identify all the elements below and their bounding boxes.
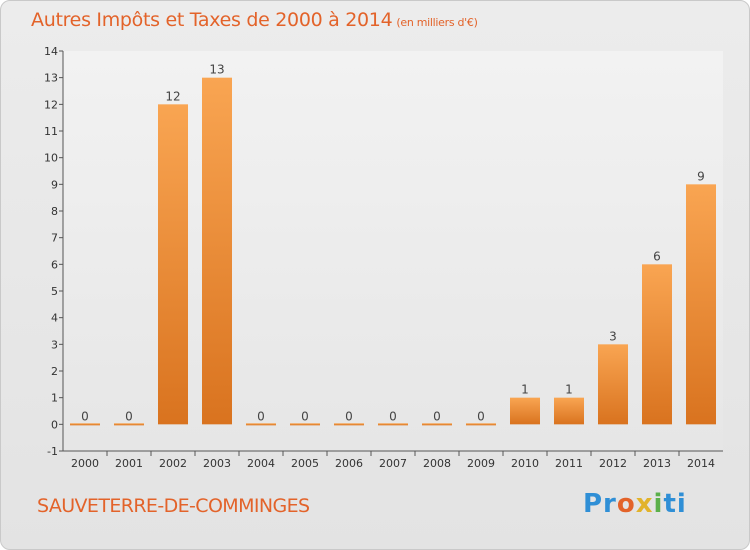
bar	[202, 77, 232, 425]
logo-part-4: i	[653, 489, 664, 519]
chart-unit: (en milliers d'€)	[396, 16, 478, 29]
y-tick-label: 6	[51, 258, 58, 271]
bar	[510, 397, 540, 425]
bar	[554, 397, 584, 425]
chart-title-text: Autres Impôts et Taxes de 2000 à 2014	[31, 9, 393, 31]
y-tick-label: -1	[47, 445, 58, 458]
x-tick-label: 2006	[335, 457, 363, 470]
bar	[642, 264, 672, 425]
y-tick-label: 0	[51, 418, 58, 431]
bar-value-label: 9	[697, 169, 705, 183]
x-tick-label: 2011	[555, 457, 583, 470]
bar-value-label: 3	[609, 329, 617, 343]
logo-part-5: ti	[663, 489, 687, 519]
y-tick-label: 13	[44, 72, 58, 85]
y-tick-label: 11	[44, 125, 58, 138]
x-tick-label: 2005	[291, 457, 319, 470]
bar	[290, 423, 320, 426]
bar-value-label: 1	[565, 383, 573, 397]
x-tick-label: 2002	[159, 457, 187, 470]
bar-value-label: 0	[81, 409, 89, 423]
bar-value-label: 6	[653, 249, 661, 263]
bar	[378, 423, 408, 426]
y-tick-label: 7	[51, 232, 58, 245]
bar	[114, 423, 144, 426]
bar-value-label: 13	[209, 63, 224, 77]
y-tick-label: 3	[51, 338, 58, 351]
proxiti-logo[interactable]: Proxiti	[583, 489, 687, 519]
bar	[422, 423, 452, 426]
logo-part-1: Pr	[583, 489, 617, 519]
bar-value-label: 0	[477, 409, 485, 423]
y-tick-label: 10	[44, 152, 58, 165]
bar	[334, 423, 364, 426]
x-axis: 2000 2001 2002 2003 2004 2005 2006 2007 2008 2009…	[63, 450, 723, 470]
y-tick-label: 14	[44, 45, 58, 58]
bar-value-label: 0	[257, 409, 265, 423]
commune-name: SAUVETERRE-DE-COMMINGES	[37, 495, 310, 517]
x-tick-label: 2007	[379, 457, 407, 470]
bar-value-label: 12	[165, 89, 180, 103]
x-tick-label: 2001	[115, 457, 143, 470]
chart-title: Autres Impôts et Taxes de 2000 à 2014 (en…	[31, 9, 478, 31]
x-tick-label: 2003	[203, 457, 231, 470]
bar	[466, 423, 496, 426]
x-tick-label: 2014	[687, 457, 715, 470]
y-tick-label: 12	[44, 98, 58, 111]
y-tick-label: 2	[51, 365, 58, 378]
x-tick-label: 2000	[71, 457, 99, 470]
x-tick-label: 2013	[643, 457, 671, 470]
y-tick-label: 5	[51, 285, 58, 298]
x-tick-label: 2010	[511, 457, 539, 470]
x-tick-label: 2012	[599, 457, 627, 470]
bar-value-label: 1	[521, 383, 529, 397]
y-tick-label: 1	[51, 392, 58, 405]
bar	[246, 423, 276, 426]
y-tick-label: 4	[51, 312, 58, 325]
bar	[686, 184, 716, 425]
logo-part-2: o	[616, 489, 636, 519]
x-tick-label: 2009	[467, 457, 495, 470]
x-tick-label: 2008	[423, 457, 451, 470]
bar-value-label: 0	[345, 409, 353, 423]
bar	[598, 344, 628, 425]
bar-value-label: 0	[433, 409, 441, 423]
bar-value-label: 0	[125, 409, 133, 423]
x-tick-label: 2004	[247, 457, 275, 470]
y-tick-label: 9	[51, 178, 58, 191]
bar	[70, 423, 100, 426]
logo-part-3: x	[635, 489, 654, 519]
y-tick-label: 8	[51, 205, 58, 218]
bar-value-label: 0	[301, 409, 309, 423]
bar-value-label: 0	[389, 409, 397, 423]
bar	[158, 104, 188, 425]
